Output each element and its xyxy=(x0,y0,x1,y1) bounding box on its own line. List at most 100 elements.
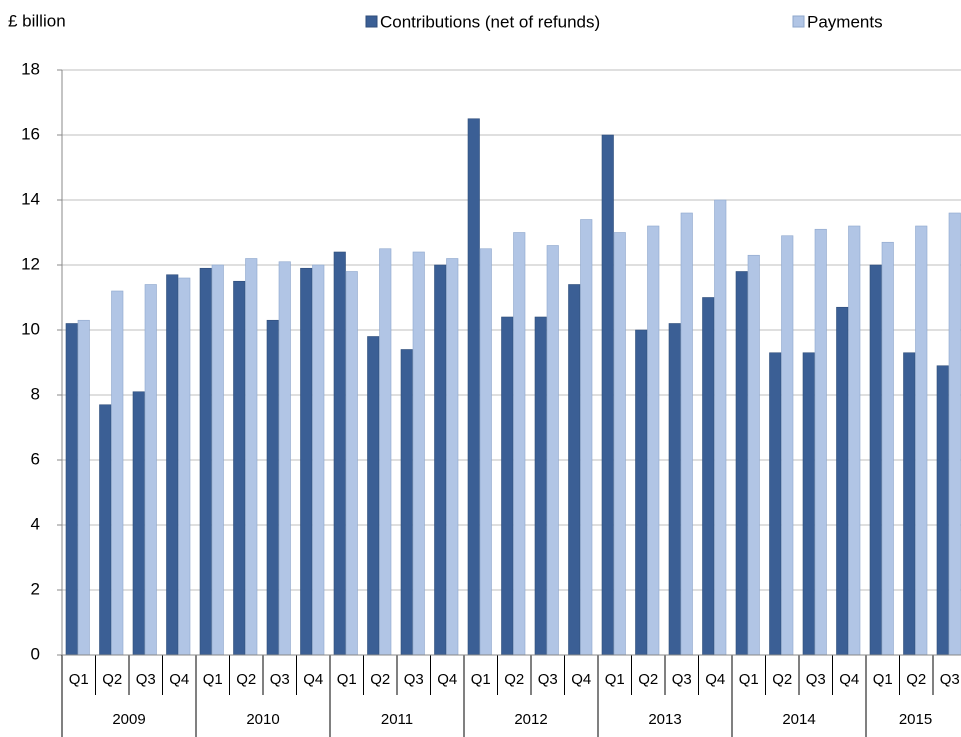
x-tick-label: Q3 xyxy=(538,671,558,688)
legend-swatch xyxy=(365,15,378,28)
bar xyxy=(936,365,949,656)
y-tick-label: 10 xyxy=(21,319,40,338)
bar xyxy=(848,225,861,656)
bar xyxy=(948,212,961,656)
bar xyxy=(479,248,492,656)
bar xyxy=(702,297,715,656)
bar xyxy=(233,280,246,656)
bar xyxy=(647,225,660,656)
y-tick-label: 12 xyxy=(21,254,40,273)
bar xyxy=(735,271,748,656)
bar xyxy=(769,352,782,656)
bar xyxy=(278,261,291,656)
bar xyxy=(412,251,425,656)
x-tick-label: Q3 xyxy=(806,671,826,688)
x-tick-label: Q3 xyxy=(270,671,290,688)
x-group-label: 2011 xyxy=(381,711,413,728)
x-tick-label: Q1 xyxy=(605,671,625,688)
bar xyxy=(211,264,224,656)
x-tick-label: Q1 xyxy=(471,671,491,688)
bar xyxy=(77,319,90,656)
bar xyxy=(568,284,581,656)
bar xyxy=(300,267,313,656)
x-group-label: 2010 xyxy=(246,711,279,728)
x-tick-label: Q1 xyxy=(739,671,759,688)
x-tick-label: Q1 xyxy=(337,671,357,688)
legend-label: Payments xyxy=(807,12,883,31)
x-tick-label: Q2 xyxy=(906,671,926,688)
x-tick-label: Q2 xyxy=(370,671,390,688)
x-tick-label: Q1 xyxy=(203,671,223,688)
bar xyxy=(881,241,894,656)
bar xyxy=(903,352,916,656)
x-group-label: 2012 xyxy=(514,711,547,728)
bar xyxy=(534,316,547,656)
bar xyxy=(400,349,413,656)
bar xyxy=(802,352,815,656)
bar xyxy=(333,251,346,656)
x-tick-label: Q2 xyxy=(638,671,658,688)
x-tick-label: Q4 xyxy=(839,671,859,688)
bar xyxy=(345,271,358,656)
x-tick-label: Q3 xyxy=(672,671,692,688)
y-tick-label: 14 xyxy=(21,189,40,208)
x-tick-label: Q4 xyxy=(571,671,591,688)
bar xyxy=(714,199,727,656)
y-tick-label: 0 xyxy=(31,644,40,663)
bar xyxy=(144,284,157,656)
bar xyxy=(501,316,514,656)
bar xyxy=(635,329,648,656)
y-tick-label: 4 xyxy=(31,514,40,533)
x-group-label: 2013 xyxy=(648,711,681,728)
x-tick-label: Q2 xyxy=(236,671,256,688)
x-tick-label: Q2 xyxy=(772,671,792,688)
bar xyxy=(99,404,112,656)
bar xyxy=(446,258,459,656)
bar xyxy=(467,118,480,656)
bar xyxy=(613,232,626,656)
x-group-label: 2009 xyxy=(112,711,145,728)
bar xyxy=(65,323,78,656)
y-tick-label: 2 xyxy=(31,579,40,598)
bar xyxy=(178,277,191,656)
bar xyxy=(367,336,380,656)
bar xyxy=(434,264,447,656)
bar xyxy=(814,228,827,656)
x-tick-label: Q2 xyxy=(102,671,122,688)
bar xyxy=(513,232,526,656)
x-group-label: 2015 xyxy=(899,711,932,728)
bar xyxy=(166,274,179,656)
bar xyxy=(869,264,882,656)
x-tick-label: Q4 xyxy=(705,671,725,688)
legend-label: Contributions (net of refunds) xyxy=(380,12,600,31)
y-tick-label: 8 xyxy=(31,384,40,403)
x-tick-label: Q3 xyxy=(404,671,424,688)
bar xyxy=(111,290,124,656)
x-tick-label: Q4 xyxy=(303,671,323,688)
x-tick-label: Q1 xyxy=(69,671,89,688)
x-tick-label: Q4 xyxy=(437,671,457,688)
bar xyxy=(312,264,325,656)
bar xyxy=(379,248,392,656)
bar xyxy=(546,245,559,656)
x-tick-label: Q2 xyxy=(504,671,524,688)
bar xyxy=(266,319,279,656)
bar xyxy=(836,306,849,656)
x-group-label: 2014 xyxy=(782,711,815,728)
bar xyxy=(601,134,614,656)
x-tick-label: Q4 xyxy=(169,671,189,688)
bar xyxy=(245,258,258,656)
bar xyxy=(747,254,760,656)
bar xyxy=(680,212,693,656)
y-tick-label: 16 xyxy=(21,124,40,143)
bar xyxy=(668,323,681,656)
y-tick-label: 6 xyxy=(31,449,40,468)
x-tick-label: Q1 xyxy=(873,671,893,688)
bar xyxy=(199,267,212,656)
y-axis-label: £ billion xyxy=(8,11,66,30)
bar xyxy=(580,219,593,656)
bar xyxy=(915,225,928,656)
x-tick-label: Q3 xyxy=(940,671,960,688)
legend-swatch xyxy=(792,15,805,28)
